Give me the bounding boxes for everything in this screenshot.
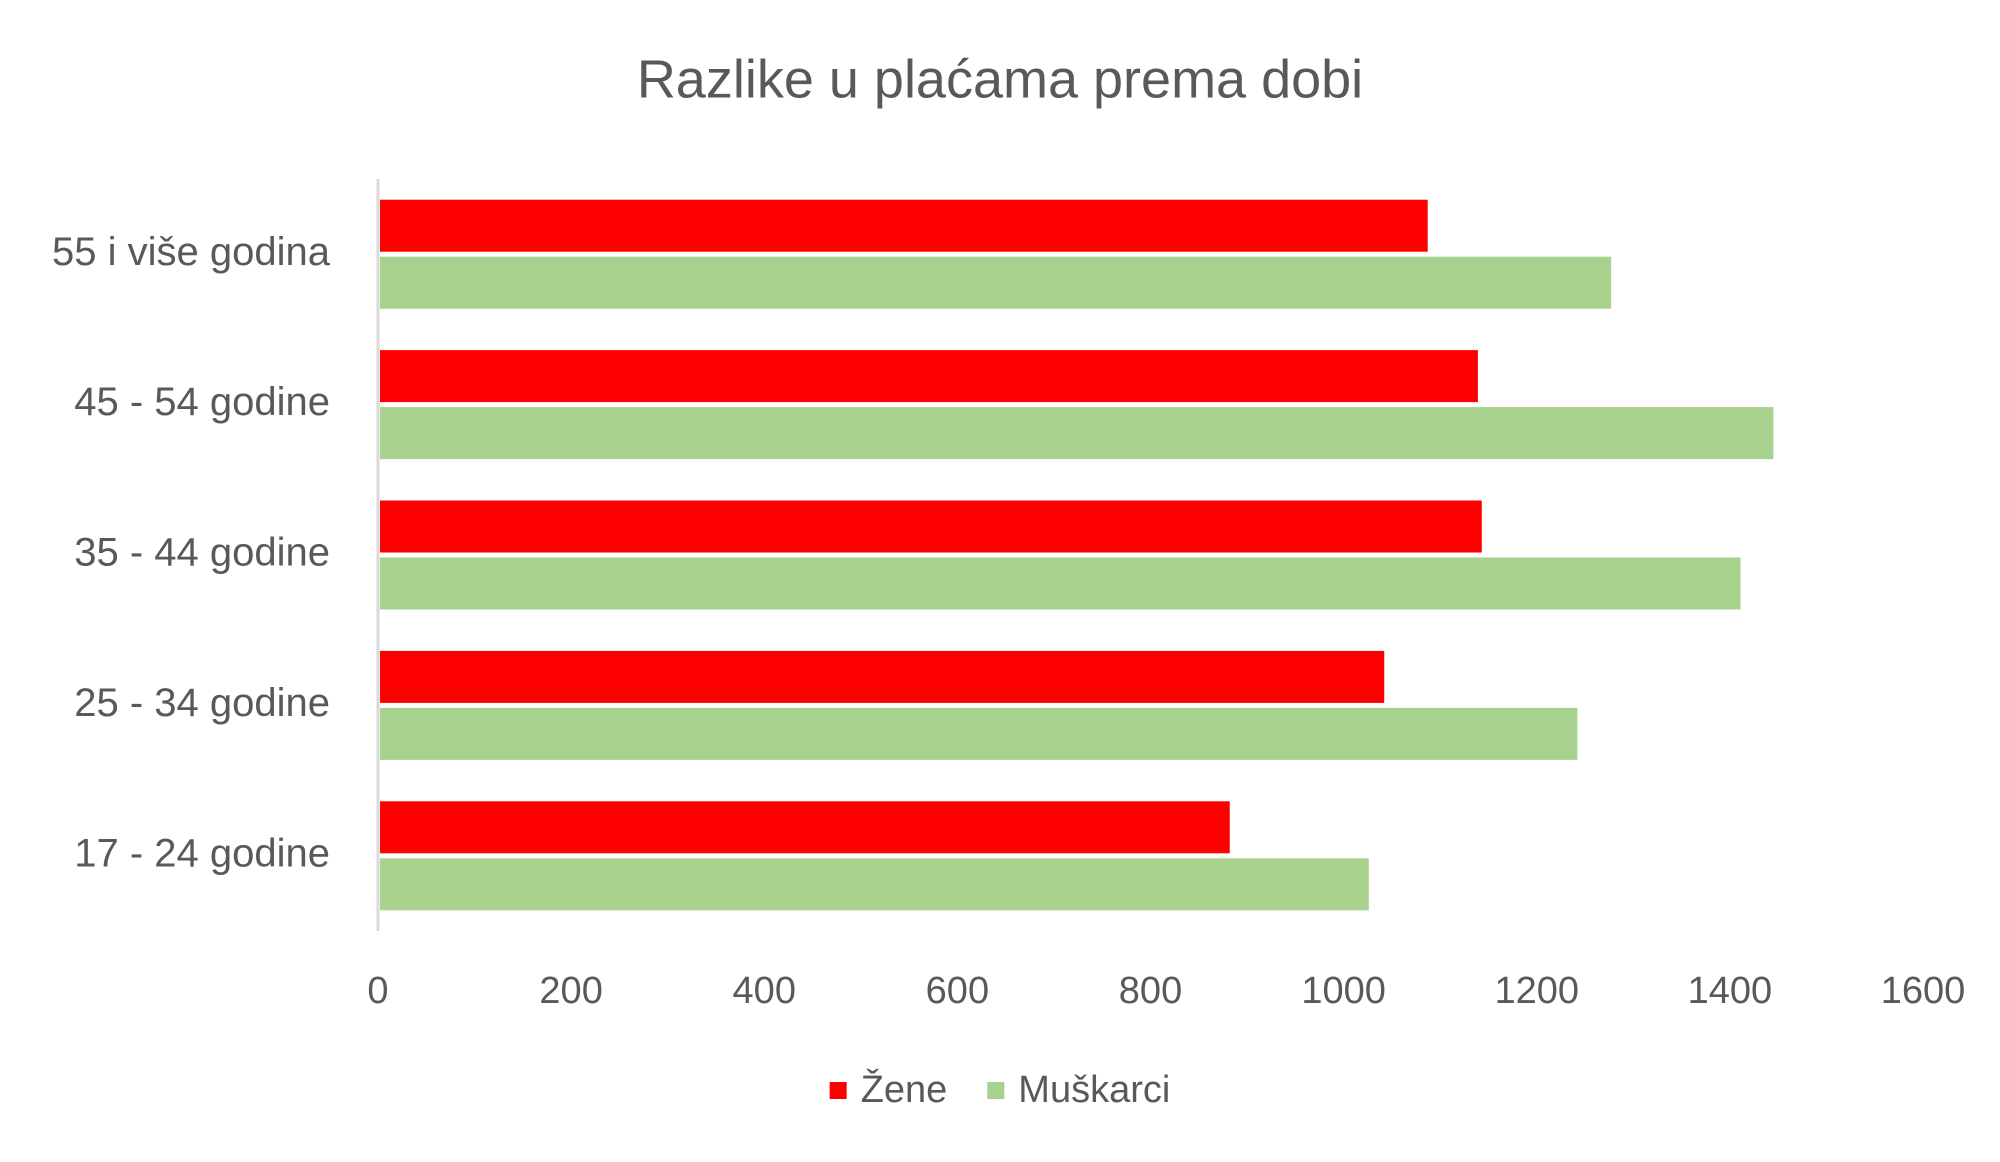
bar — [380, 350, 1478, 403]
bar — [380, 707, 1578, 760]
legend-label: Muškarci — [1018, 1069, 1170, 1111]
legend-swatch — [987, 1082, 1005, 1099]
bar — [380, 500, 1482, 553]
x-tick-label: 800 — [1119, 970, 1182, 1012]
y-tick-label: 25 - 34 godine — [74, 681, 330, 725]
x-tick-label: 1200 — [1494, 970, 1579, 1012]
chart-title: Razlike u plaćama prema dobi — [637, 49, 1363, 109]
bar — [380, 557, 1741, 610]
x-tick-label: 0 — [367, 970, 388, 1012]
y-tick-label: 17 - 24 godine — [74, 831, 330, 875]
x-tick-label: 1400 — [1688, 970, 1773, 1012]
bar — [380, 407, 1774, 460]
bar — [380, 858, 1369, 911]
y-tick-label: 55 i više godina — [52, 230, 331, 274]
y-tick-label: 35 - 44 godine — [74, 531, 330, 575]
legend-swatch — [829, 1082, 847, 1099]
x-tick-label: 1600 — [1881, 970, 1966, 1012]
x-tick-label: 600 — [926, 970, 989, 1012]
legend-label: Žene — [861, 1068, 948, 1111]
x-tick-label: 400 — [733, 970, 796, 1012]
bar — [380, 650, 1385, 703]
x-tick-label: 200 — [539, 970, 602, 1012]
y-tick-label: 45 - 54 godine — [74, 380, 330, 424]
bar — [380, 256, 1612, 309]
bar — [380, 801, 1230, 854]
x-tick-label: 1000 — [1301, 970, 1386, 1012]
bar — [380, 199, 1428, 252]
